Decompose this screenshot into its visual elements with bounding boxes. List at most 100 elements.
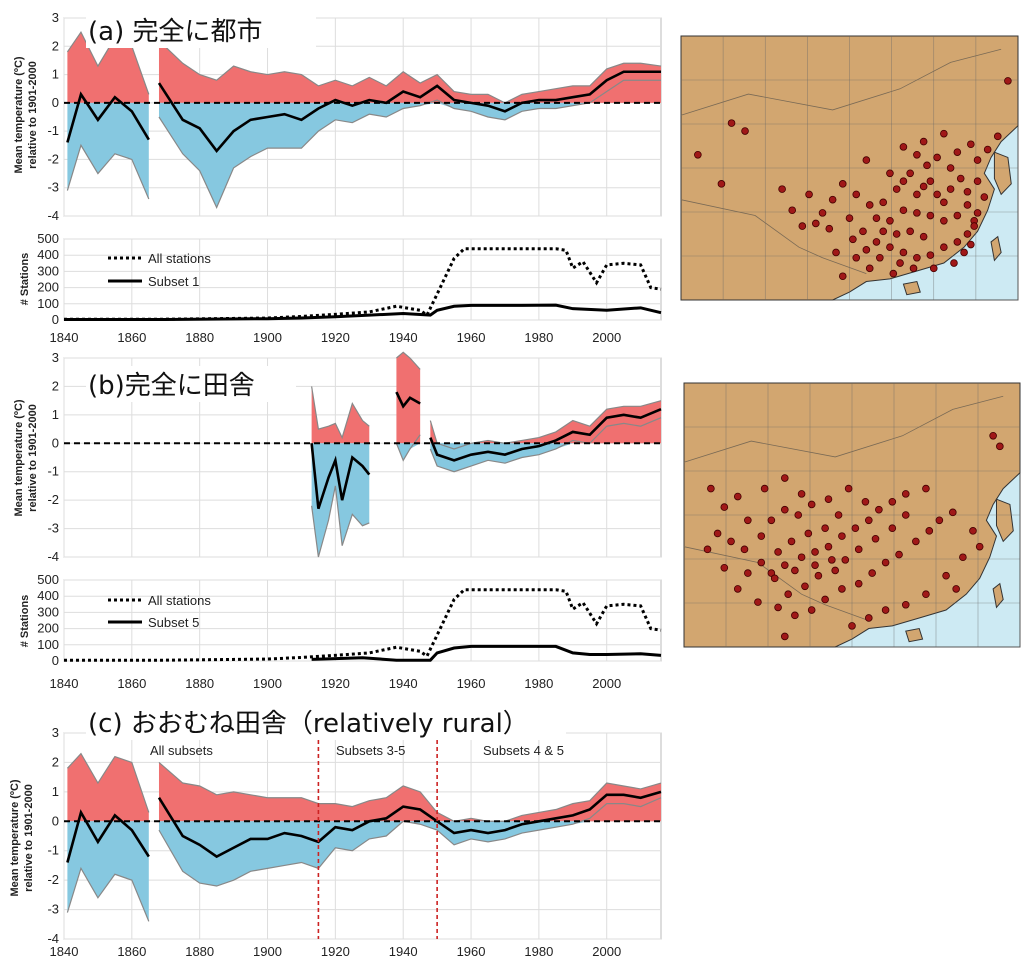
station-dot xyxy=(974,157,981,164)
x-tick-label: 2000 xyxy=(592,330,621,345)
station-dot xyxy=(721,504,728,511)
annotation-all-subsets: All subsets xyxy=(150,743,213,758)
station-dot xyxy=(882,607,889,614)
station-dot xyxy=(779,186,786,193)
y-tick-label: 0 xyxy=(52,312,59,327)
station-dot xyxy=(775,604,782,611)
station-dot xyxy=(862,498,869,505)
station-dot xyxy=(721,564,728,571)
station-dot xyxy=(839,586,846,593)
station-dot xyxy=(897,260,904,267)
y-tick-label: 2 xyxy=(52,38,59,53)
panel-a-count-label: # Stations xyxy=(19,253,31,306)
station-dot xyxy=(1004,77,1011,84)
station-dot xyxy=(771,575,778,582)
station-dot xyxy=(819,209,826,216)
station-dot xyxy=(947,165,954,172)
y-tick-label: -3 xyxy=(47,521,59,536)
y-tick-label: 0 xyxy=(52,653,59,668)
station-dot xyxy=(896,551,903,558)
station-dot xyxy=(829,196,836,203)
station-dot xyxy=(798,554,805,561)
y-tick-label: 200 xyxy=(37,280,59,295)
station-dot xyxy=(920,233,927,240)
station-dot xyxy=(954,149,961,156)
station-dot xyxy=(907,228,914,235)
station-dot xyxy=(926,527,933,534)
x-tick-label: 1960 xyxy=(457,676,486,691)
station-dot xyxy=(839,180,846,187)
station-dot xyxy=(734,586,741,593)
station-dot xyxy=(887,244,894,251)
station-dot xyxy=(744,517,751,524)
station-dot xyxy=(869,570,876,577)
x-tick-label: 1940 xyxy=(389,676,418,691)
station-dot xyxy=(902,601,909,608)
station-dot xyxy=(828,556,835,563)
station-dot xyxy=(704,546,711,553)
station-dot xyxy=(865,517,872,524)
station-dot xyxy=(974,209,981,216)
station-dot xyxy=(865,615,872,622)
station-dot xyxy=(967,141,974,148)
y-tick-label: 3 xyxy=(52,725,59,740)
station-dot xyxy=(781,506,788,513)
station-dot xyxy=(876,254,883,261)
x-tick-label: 1900 xyxy=(253,330,282,345)
y-tick-label: -2 xyxy=(47,872,59,887)
station-dot xyxy=(882,559,889,566)
station-dot xyxy=(812,562,819,569)
x-tick-label: 1920 xyxy=(321,944,350,959)
station-dot xyxy=(789,207,796,214)
station-dot xyxy=(893,186,900,193)
y-tick-label: 0 xyxy=(52,95,59,110)
station-dot xyxy=(912,538,919,545)
panel-b-legend-subset: Subset 5 xyxy=(148,615,199,630)
station-dot xyxy=(994,133,1001,140)
station-dot xyxy=(855,580,862,587)
station-dot xyxy=(880,199,887,206)
station-dot xyxy=(971,223,978,230)
island xyxy=(903,282,920,295)
station-dot xyxy=(853,191,860,198)
y-tick-label: 400 xyxy=(37,588,59,603)
y-tick-label: 1 xyxy=(52,784,59,799)
station-dot xyxy=(805,530,812,537)
x-tick-label: 1860 xyxy=(117,330,146,345)
x-tick-label: 1980 xyxy=(524,676,553,691)
y-tick-label: -4 xyxy=(47,549,59,564)
x-tick-label: 2000 xyxy=(592,676,621,691)
panel-b-legend-all: All stations xyxy=(148,593,211,608)
x-tick-label: 1980 xyxy=(524,330,553,345)
y-tick-label: 300 xyxy=(37,263,59,278)
y-tick-label: -1 xyxy=(47,123,59,138)
panel-c-ylabel-bottom: relative to 1901-2000 xyxy=(23,784,35,892)
station-dot xyxy=(795,512,802,519)
station-dot xyxy=(880,228,887,235)
y-tick-label: 0 xyxy=(52,435,59,450)
station-dot xyxy=(924,162,931,169)
station-dot xyxy=(900,143,907,150)
station-dot xyxy=(734,493,741,500)
station-dot xyxy=(887,217,894,224)
station-dot xyxy=(893,231,900,238)
station-dot xyxy=(964,188,971,195)
station-dot xyxy=(849,236,856,243)
station-dot xyxy=(907,170,914,177)
station-dot xyxy=(806,191,813,198)
y-tick-label: -1 xyxy=(47,464,59,479)
annotation-subsets-4-5: Subsets 4 & 5 xyxy=(483,743,564,758)
station-dot xyxy=(785,591,792,598)
station-dot xyxy=(802,583,809,590)
panel-a-title: (a) 完全に都市 xyxy=(88,17,263,47)
station-dot xyxy=(890,270,897,277)
station-dot xyxy=(799,223,806,230)
station-dot xyxy=(812,220,819,227)
panel-a-ylabel-bottom: relative to 1901-2000 xyxy=(27,61,39,169)
station-dot xyxy=(825,496,832,503)
y-tick-label: -3 xyxy=(47,180,59,195)
